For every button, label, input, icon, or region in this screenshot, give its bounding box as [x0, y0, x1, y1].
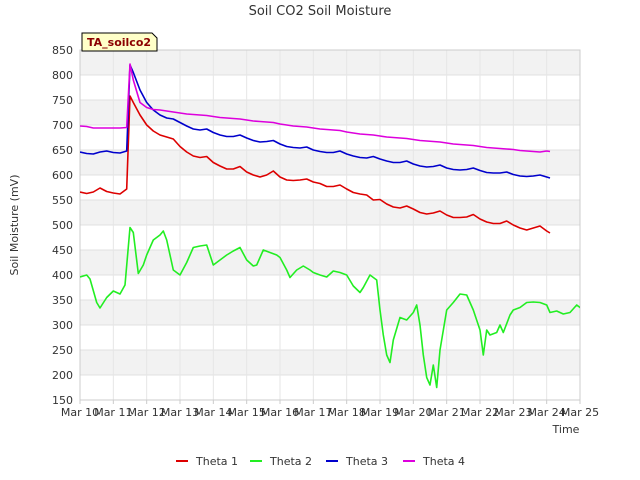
- series-line-theta-4: [80, 63, 551, 153]
- y-tick-label: 750: [52, 94, 73, 107]
- y-tick-label: 150: [52, 394, 73, 407]
- x-tick-label: Mar 17: [294, 406, 332, 419]
- y-tick-label: 400: [52, 269, 73, 282]
- site-badge-label: TA_soilco2: [87, 36, 151, 49]
- background-band: [80, 275, 580, 300]
- x-tick-label: Mar 12: [128, 406, 166, 419]
- chart-title: Soil CO2 Soil Moisture: [249, 4, 392, 19]
- background-band: [80, 100, 580, 125]
- y-tick-label: 550: [52, 194, 73, 207]
- background-band: [80, 300, 580, 325]
- legend-label: Theta 2: [269, 455, 312, 468]
- y-tick-label: 600: [52, 169, 73, 182]
- x-tick-label: Mar 20: [394, 406, 432, 419]
- x-axis-label: Time: [552, 423, 580, 436]
- x-tick-label: Mar 21: [428, 406, 466, 419]
- x-tick-label: Mar 10: [61, 406, 99, 419]
- x-tick-label: Mar 19: [361, 406, 399, 419]
- legend-label: Theta 1: [195, 455, 238, 468]
- y-tick-label: 300: [52, 319, 73, 332]
- x-tick-label: Mar 15: [228, 406, 266, 419]
- x-tick-label: Mar 14: [194, 406, 232, 419]
- background-band: [80, 75, 580, 100]
- legend-label: Theta 4: [422, 455, 465, 468]
- background-band: [80, 325, 580, 350]
- x-tick-label: Mar 25: [561, 406, 599, 419]
- plot-area-frame: [79, 49, 581, 401]
- x-tick-label: Mar 22: [461, 406, 499, 419]
- background-band: [80, 150, 580, 175]
- x-tick-label: Mar 24: [528, 406, 566, 419]
- background-band: [80, 250, 580, 275]
- background-band: [80, 175, 580, 200]
- background-band: [80, 50, 580, 75]
- background-band: [80, 375, 580, 400]
- background-band: [80, 125, 580, 150]
- y-axis-ticks: 150 200 250 300 350 400 450 500 550 600 650 700 750 8…: [52, 44, 73, 407]
- y-tick-label: 500: [52, 219, 73, 232]
- y-tick-label: 350: [52, 294, 73, 307]
- y-axis-label: Soil Moisture (mV): [8, 175, 21, 276]
- site-badge: TA_soilco2: [81, 32, 158, 52]
- background-band: [80, 225, 580, 250]
- y-tick-label: 850: [52, 44, 73, 57]
- y-tick-label: 700: [52, 119, 73, 132]
- legend: Theta 1 Theta 2 Theta 3 Theta 4: [176, 455, 465, 468]
- y-tick-label: 450: [52, 244, 73, 257]
- x-tick-label: Mar 18: [328, 406, 366, 419]
- y-tick-label: 800: [52, 69, 73, 82]
- x-tick-label: Mar 13: [161, 406, 199, 419]
- series-line-theta-1: [80, 95, 551, 234]
- x-tick-label: Mar 16: [261, 406, 299, 419]
- background-band: [80, 350, 580, 375]
- series-lines: [80, 63, 580, 389]
- series-line-theta-2: [80, 226, 580, 389]
- plot-background-bands: [80, 50, 580, 400]
- y-tick-label: 250: [52, 344, 73, 357]
- y-tick-label: 200: [52, 369, 73, 382]
- y-tick-label: 650: [52, 144, 73, 157]
- background-band: [80, 200, 580, 225]
- x-tick-label: Mar 23: [494, 406, 532, 419]
- x-tick-label: Mar 11: [94, 406, 132, 419]
- legend-label: Theta 3: [345, 455, 388, 468]
